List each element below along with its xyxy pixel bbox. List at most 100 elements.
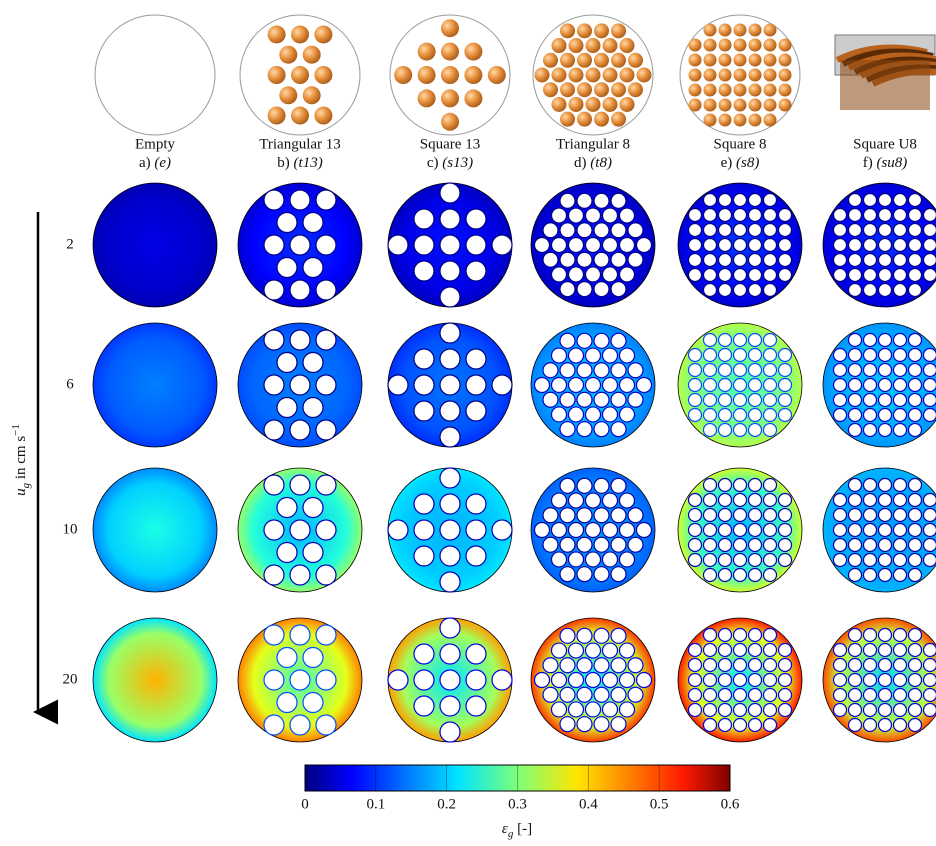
- tube-cutout: [702, 252, 718, 268]
- tube-cutout: [777, 672, 793, 688]
- tube-cutout: [635, 521, 653, 539]
- tube-cutout: [576, 332, 593, 349]
- tube-cutout: [413, 260, 435, 282]
- tube-cutout: [732, 282, 748, 298]
- tube-cutout: [777, 537, 793, 553]
- schematic-tube: [577, 23, 592, 39]
- tube-cutout: [550, 406, 568, 423]
- tube-cutout: [687, 377, 703, 393]
- tube-cutout: [610, 222, 627, 239]
- tube-cutout: [762, 407, 778, 423]
- tube-cutout: [907, 477, 923, 493]
- tube-cutout: [567, 701, 585, 718]
- tube-cutout: [717, 407, 733, 423]
- tube-cutout: [559, 716, 576, 733]
- tube-cutout: [315, 419, 337, 441]
- schematic-tube: [602, 96, 618, 112]
- tube-cutout: [601, 492, 619, 509]
- tube-cutout: [550, 347, 568, 364]
- tube-cutout: [877, 192, 893, 208]
- schematic-tube: [291, 106, 309, 125]
- tube-cutout: [593, 507, 610, 524]
- tube-cutout: [576, 507, 593, 524]
- tube-cutout: [732, 627, 748, 643]
- tube-cutout: [877, 627, 893, 643]
- tube-cutout: [832, 522, 848, 538]
- schematic-tube: [748, 83, 762, 97]
- schematic-tube: [778, 53, 792, 67]
- tube-cutout: [413, 493, 435, 515]
- tube-cutout: [762, 702, 778, 718]
- tube-cutout: [877, 407, 893, 423]
- tube-cutout: [550, 701, 568, 718]
- schematic-tube: [718, 68, 732, 82]
- tube-cutout: [862, 492, 878, 508]
- schematic-tube: [718, 38, 732, 52]
- tube-cutout: [747, 642, 763, 658]
- tube-cutout: [717, 642, 733, 658]
- tube-cutout: [263, 189, 285, 211]
- tube-cutout: [533, 376, 551, 394]
- tube-cutout: [747, 522, 763, 538]
- tube-cutout: [702, 567, 718, 583]
- tube-cutout: [593, 222, 610, 239]
- schematic-tube: [594, 111, 609, 127]
- tube-cutout: [832, 237, 848, 253]
- tube-cutout: [263, 279, 285, 301]
- tube-cutout: [491, 519, 513, 541]
- tube-cutout: [567, 376, 585, 394]
- tube-cutout: [717, 522, 733, 538]
- tube-cutout: [922, 537, 936, 553]
- tube-cutout: [618, 671, 636, 689]
- tube-cutout: [601, 376, 619, 394]
- tube-cutout: [877, 552, 893, 568]
- tube-cutout: [601, 551, 619, 568]
- tube-cutout: [439, 400, 461, 422]
- tube-cutout: [747, 537, 763, 553]
- tube-cutout: [610, 566, 627, 583]
- tube-cutout: [315, 234, 337, 256]
- tube-cutout: [847, 222, 863, 238]
- tube-cutout: [702, 552, 718, 568]
- schematic-tube: [577, 111, 592, 127]
- tube-cutout: [777, 267, 793, 283]
- schematic-tube: [585, 67, 601, 83]
- tube-cutout: [892, 377, 908, 393]
- tube-cutout: [847, 567, 863, 583]
- column-letter: d): [574, 155, 587, 171]
- tube-cutout: [862, 362, 878, 378]
- tube-cutout: [593, 657, 610, 674]
- tube-cutout: [762, 362, 778, 378]
- tube-cutout: [747, 477, 763, 493]
- tube-cutout: [387, 234, 409, 256]
- schematic-tube: [628, 82, 643, 98]
- tube-cutout: [862, 392, 878, 408]
- tube-cutout: [832, 642, 848, 658]
- tube-cutout: [717, 627, 733, 643]
- tube-cutout: [847, 552, 863, 568]
- tube-cutout: [892, 552, 908, 568]
- tube-cutout: [687, 392, 703, 408]
- schematic-bundle-body: [840, 60, 930, 110]
- tube-cutout: [717, 267, 733, 283]
- tube-cutout: [315, 564, 337, 586]
- holdup-map: [92, 617, 218, 743]
- schematic-tube: [748, 23, 762, 37]
- tube-cutout: [687, 702, 703, 718]
- schematic-tube: [487, 66, 506, 84]
- tube-cutout: [315, 624, 337, 646]
- tube-cutout: [847, 477, 863, 493]
- tube-cutout: [922, 672, 936, 688]
- tube-cutout: [847, 237, 863, 253]
- column-name: Square U8: [853, 136, 917, 152]
- column-name: Empty: [135, 136, 175, 152]
- schematic-tube: [543, 82, 558, 98]
- tube-cutout: [747, 552, 763, 568]
- tube-cutout: [618, 236, 636, 254]
- schematic-tube: [417, 42, 436, 61]
- tube-cutout: [687, 362, 703, 378]
- schematic-tube: [733, 98, 747, 112]
- tube-cutout: [618, 347, 636, 364]
- tube-cutout: [907, 672, 923, 688]
- tube-cutout: [276, 541, 298, 564]
